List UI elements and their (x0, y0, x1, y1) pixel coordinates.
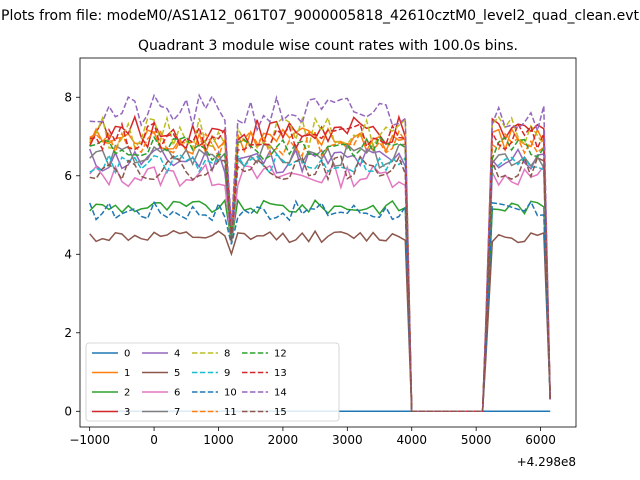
legend-label-1: 1 (124, 368, 130, 379)
series-line-15 (89, 155, 551, 413)
y-tick-label: 0 (64, 404, 72, 418)
legend-label-14: 14 (274, 388, 287, 399)
x-tick-label: 0 (150, 433, 158, 447)
x-tick-label: 2000 (268, 433, 299, 447)
series-line-10 (89, 199, 551, 413)
x-axis: −1000 0 1000 2000 3000 4000 5000 6000 (69, 427, 556, 447)
x-tick-label: 6000 (525, 433, 556, 447)
legend-label-2: 2 (124, 388, 130, 399)
legend-label-12: 12 (274, 349, 287, 360)
legend-label-10: 10 (224, 388, 237, 399)
y-tick-label: 4 (64, 247, 72, 261)
x-tick-label: 1000 (203, 433, 234, 447)
legend-label-13: 13 (274, 368, 287, 379)
legend-label-4: 4 (174, 349, 180, 360)
legend-label-9: 9 (224, 368, 230, 379)
series-line-13 (89, 121, 551, 413)
legend-label-6: 6 (174, 388, 180, 399)
legend-label-7: 7 (174, 407, 180, 418)
legend-label-8: 8 (224, 349, 230, 360)
chart-title: Quadrant 3 module wise count rates with … (138, 38, 518, 54)
y-axis: 0 2 4 6 8 (64, 90, 80, 418)
y-tick-label: 6 (64, 169, 72, 183)
x-tick-label: 5000 (461, 433, 492, 447)
y-tick-label: 2 (64, 326, 72, 340)
x-axis-offset-label: +4.298e8 (517, 455, 576, 469)
y-tick-label: 8 (64, 90, 72, 104)
legend-box (85, 342, 340, 422)
legend-label-11: 11 (224, 407, 237, 418)
legend-label-5: 5 (174, 368, 180, 379)
legend-label-3: 3 (124, 407, 130, 418)
series-layer (89, 93, 551, 413)
legend-label-15: 15 (274, 407, 287, 418)
x-tick-label: 4000 (396, 433, 427, 447)
series-line-12 (89, 135, 551, 413)
figure-suptitle: Plots from file: modeM0/AS1A12_061T07_90… (1, 8, 639, 24)
x-tick-label: 3000 (332, 433, 363, 447)
legend-label-0: 0 (124, 349, 130, 360)
x-tick-label: −1000 (69, 433, 110, 447)
